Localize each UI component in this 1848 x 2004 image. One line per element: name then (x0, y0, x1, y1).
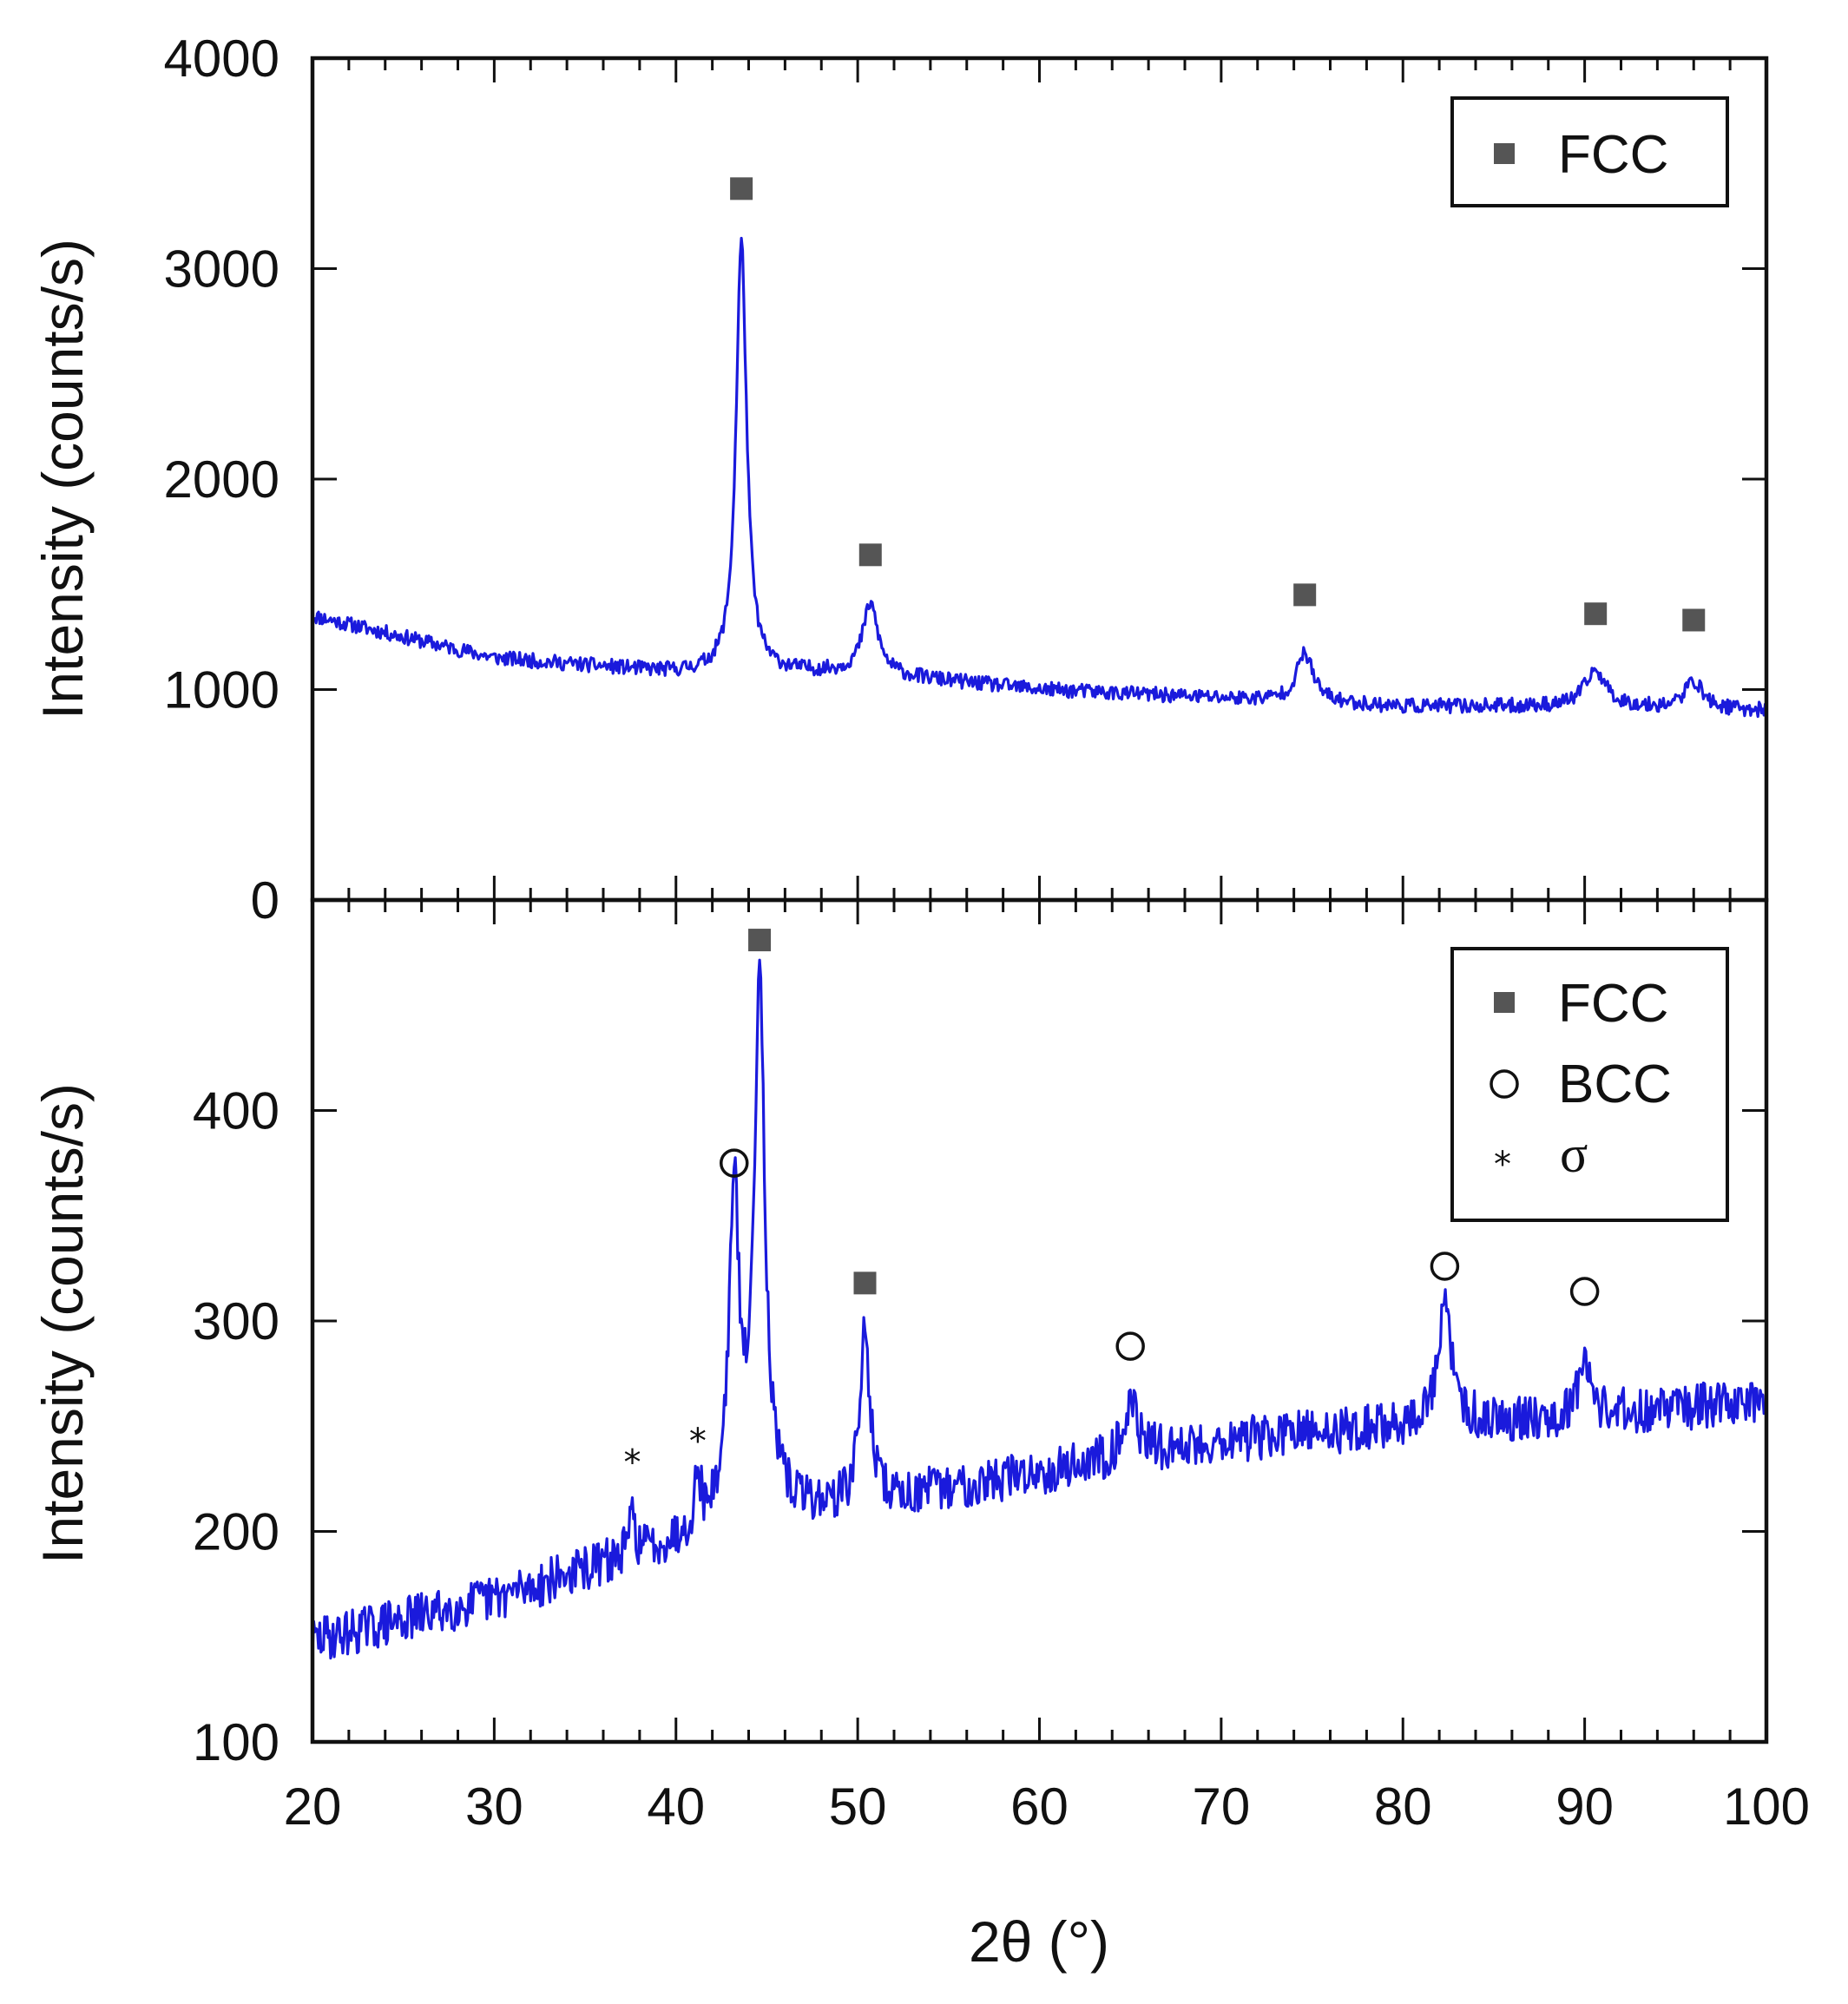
bcc-peak-circle-marker (720, 1148, 749, 1178)
top-legend: FCC (1450, 96, 1729, 207)
top-y-axis-title: Intensity (counts/s) (30, 239, 95, 719)
x-tick-label: 40 (647, 1777, 705, 1836)
sigma-peak-star-marker: * (624, 1442, 641, 1482)
sigma-peak-star-marker: * (689, 1422, 707, 1462)
bottom-y-tick-labels: 100 200 300 400 (193, 1082, 280, 1772)
y-tick-label: 300 (193, 1292, 280, 1350)
x-tick-label: 60 (1010, 1777, 1069, 1836)
bottom-ticks (311, 898, 1768, 1744)
top-pattern-line (312, 236, 1768, 719)
fcc-peak-square-marker (858, 543, 882, 567)
bottom-peak-markers: ** (624, 929, 1600, 1482)
y-tick-label: 4000 (164, 30, 280, 88)
x-tick-label: 80 (1374, 1777, 1432, 1836)
x-tick-label: 50 (829, 1777, 887, 1836)
top-peak-markers (730, 177, 1706, 632)
y-tick-label: 1000 (164, 661, 280, 719)
fcc-peak-square-marker (1682, 608, 1706, 632)
fcc-peak-square-marker (853, 1271, 877, 1295)
legend-sigma-star-icon: * (1494, 1145, 1511, 1185)
fcc-peak-square-marker (730, 177, 753, 200)
y-tick-label: 2000 (164, 450, 280, 509)
bcc-peak-circle-marker (1569, 1277, 1600, 1306)
x-tick-label: 90 (1555, 1777, 1614, 1836)
bcc-peak-circle-marker (1115, 1331, 1145, 1361)
top-y-tick-labels: 0 1000 2000 3000 4000 (164, 30, 280, 930)
top-legend-fcc-label: FCC (1558, 125, 1668, 185)
bottom-legend-fcc-label: FCC (1558, 974, 1668, 1034)
fcc-peak-square-marker (748, 929, 772, 952)
x-axis-title: 2θ (°) (969, 1909, 1109, 1974)
x-tick-label: 100 (1723, 1777, 1810, 1836)
x-tick-label: 70 (1193, 1777, 1251, 1836)
legend-bcc-circle-icon (1490, 1069, 1519, 1099)
legend-fcc-square-icon (1494, 143, 1515, 164)
bottom-y-axis-title: Intensity (counts/s) (30, 1083, 95, 1564)
x-tick-label: 30 (465, 1777, 523, 1836)
bottom-plot-frame (310, 897, 1769, 1744)
fcc-peak-square-marker (1584, 602, 1608, 626)
y-tick-label: 0 (251, 871, 280, 930)
bcc-peak-circle-marker (1430, 1252, 1460, 1281)
legend-fcc-square-icon (1494, 992, 1515, 1013)
bottom-legend-bcc-label: BCC (1558, 1055, 1672, 1114)
y-tick-label: 400 (193, 1082, 280, 1140)
fcc-peak-square-marker (1293, 583, 1317, 607)
top-panel: 0 1000 2000 3000 4000 FCC Intensity (counts/… (30, 30, 1769, 930)
x-tick-label: 20 (284, 1777, 342, 1836)
y-tick-label: 100 (193, 1713, 280, 1771)
y-tick-label: 3000 (164, 240, 280, 299)
bottom-legend: FCC BCC * σ (1450, 947, 1729, 1222)
bottom-legend-sigma-label: σ (1560, 1126, 1588, 1183)
y-tick-label: 200 (193, 1503, 280, 1561)
x-tick-labels: 20 30 40 50 60 70 80 90 100 (284, 1777, 1810, 1836)
bottom-pattern-line (311, 958, 1768, 1660)
